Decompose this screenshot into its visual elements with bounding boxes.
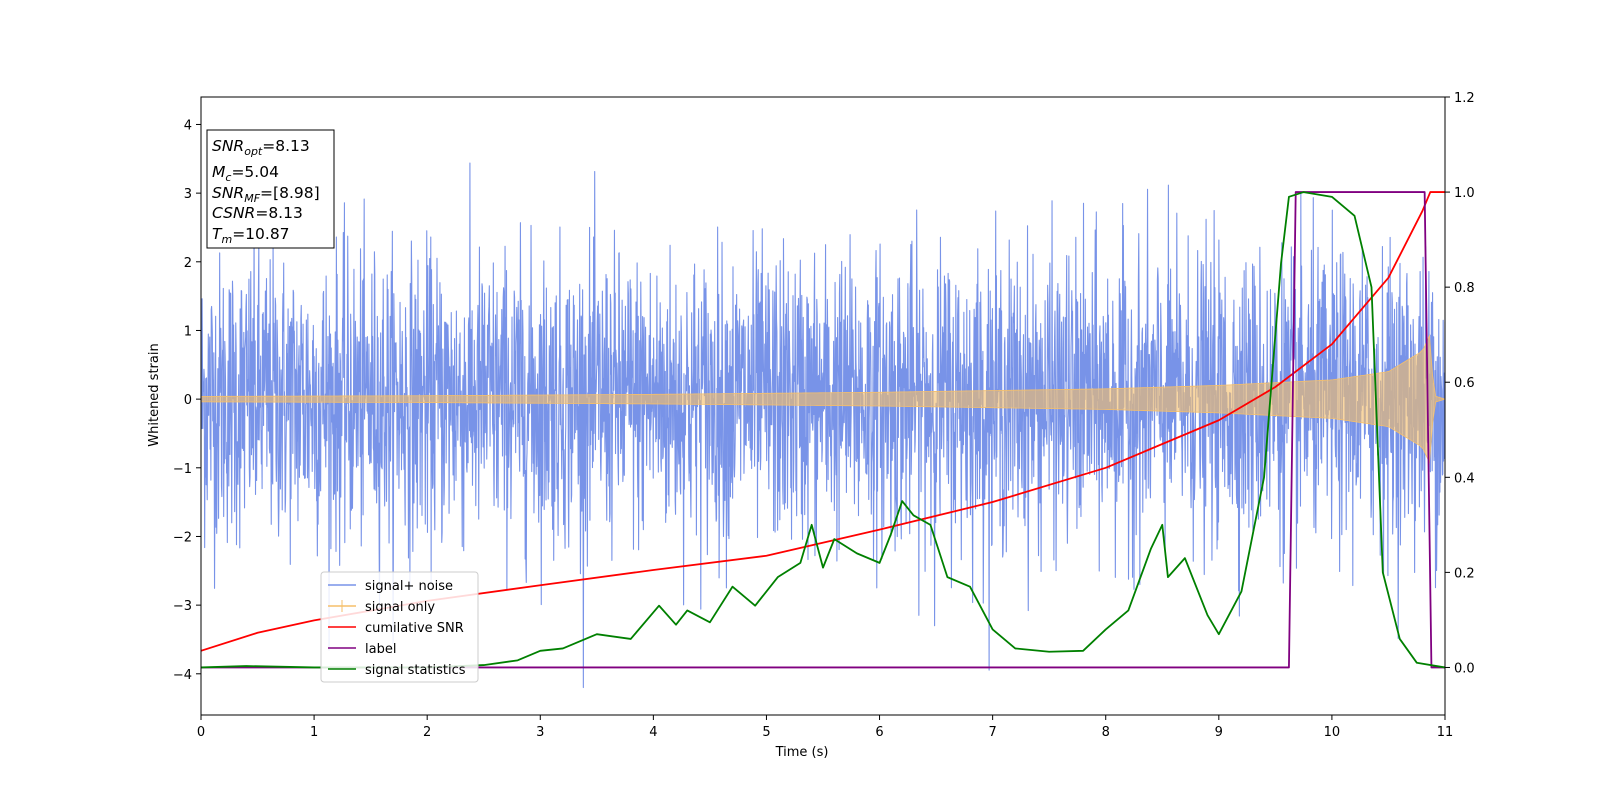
x-tick-label: 10	[1324, 725, 1341, 740]
series-signal-only	[201, 334, 1445, 465]
y-tick-label-left: 2	[184, 256, 192, 271]
y-tick-label-left: −4	[173, 668, 192, 683]
axes: 0 1 2 3 4 5 6 7 8 9 10 11 −4 −3 −2 −1 0 1 2 3 4 0.0 0.2 0.4 0.6 0…	[173, 91, 1475, 740]
y-tick-label-left: 3	[184, 187, 192, 202]
y-tick-label-right: 0.4	[1454, 471, 1475, 486]
series-signal-statistics	[201, 191, 1445, 669]
y-tick-label-right: 1.2	[1454, 91, 1475, 106]
y-tick-label-left: −3	[173, 599, 192, 614]
x-axis-label: Time (s)	[775, 745, 829, 760]
y-tick-label-left: 4	[184, 118, 192, 133]
y-tick-label-left: −1	[173, 462, 192, 477]
info-snr-mf: SNRMF=[8.98]	[212, 184, 320, 205]
x-tick-label: 8	[1102, 725, 1110, 740]
x-tick-label: 7	[988, 725, 996, 740]
legend: signal+ noise signal only cumilative SNR…	[320, 571, 479, 683]
series-signal-noise	[201, 162, 1445, 689]
y-tick-label-left: 0	[184, 393, 192, 408]
y-tick-label-right: 0.6	[1454, 376, 1475, 391]
legend-label-cumulative-snr: cumilative SNR	[365, 621, 464, 636]
legend-frame	[320, 571, 479, 683]
x-tick-label: 4	[649, 725, 657, 740]
x-tick-label: 9	[1215, 725, 1223, 740]
y-tick-label-right: 0.8	[1454, 281, 1475, 296]
y-tick-label-right: 0.0	[1454, 661, 1475, 676]
x-tick-label: 3	[536, 725, 544, 740]
legend-label-label: label	[365, 642, 396, 657]
y-tick-label-left: 1	[184, 324, 192, 339]
x-tick-label: 2	[423, 725, 431, 740]
info-box-frame	[206, 129, 335, 249]
legend-label-signal-noise: signal+ noise	[365, 579, 453, 594]
info-box: SNRopt=8.13 Mc=5.04 SNRMF=[8.98] CSNR=8.…	[206, 129, 335, 249]
x-tick-label: 1	[310, 725, 318, 740]
x-tick-label: 11	[1437, 725, 1454, 740]
legend-label-signal-only: signal only	[365, 600, 435, 615]
series-label	[201, 191, 1445, 669]
y-tick-label-right: 0.2	[1454, 566, 1475, 581]
legend-label-signal-statistics: signal statistics	[365, 663, 466, 678]
x-tick-label: 0	[197, 725, 205, 740]
plot-frame	[200, 96, 1446, 716]
x-tick-label: 6	[875, 725, 883, 740]
x-tick-label: 5	[762, 725, 770, 740]
info-csnr: CSNR=8.13	[212, 204, 303, 222]
info-tm: Tm=10.87	[212, 225, 290, 246]
y-axis-label: Whitened strain	[147, 343, 162, 446]
y-tick-label-right: 1.0	[1454, 186, 1475, 201]
info-mc: Mc=5.04	[212, 163, 279, 184]
y-tick-label-left: −2	[173, 530, 192, 545]
info-snr-opt: SNRopt=8.13	[212, 137, 310, 158]
